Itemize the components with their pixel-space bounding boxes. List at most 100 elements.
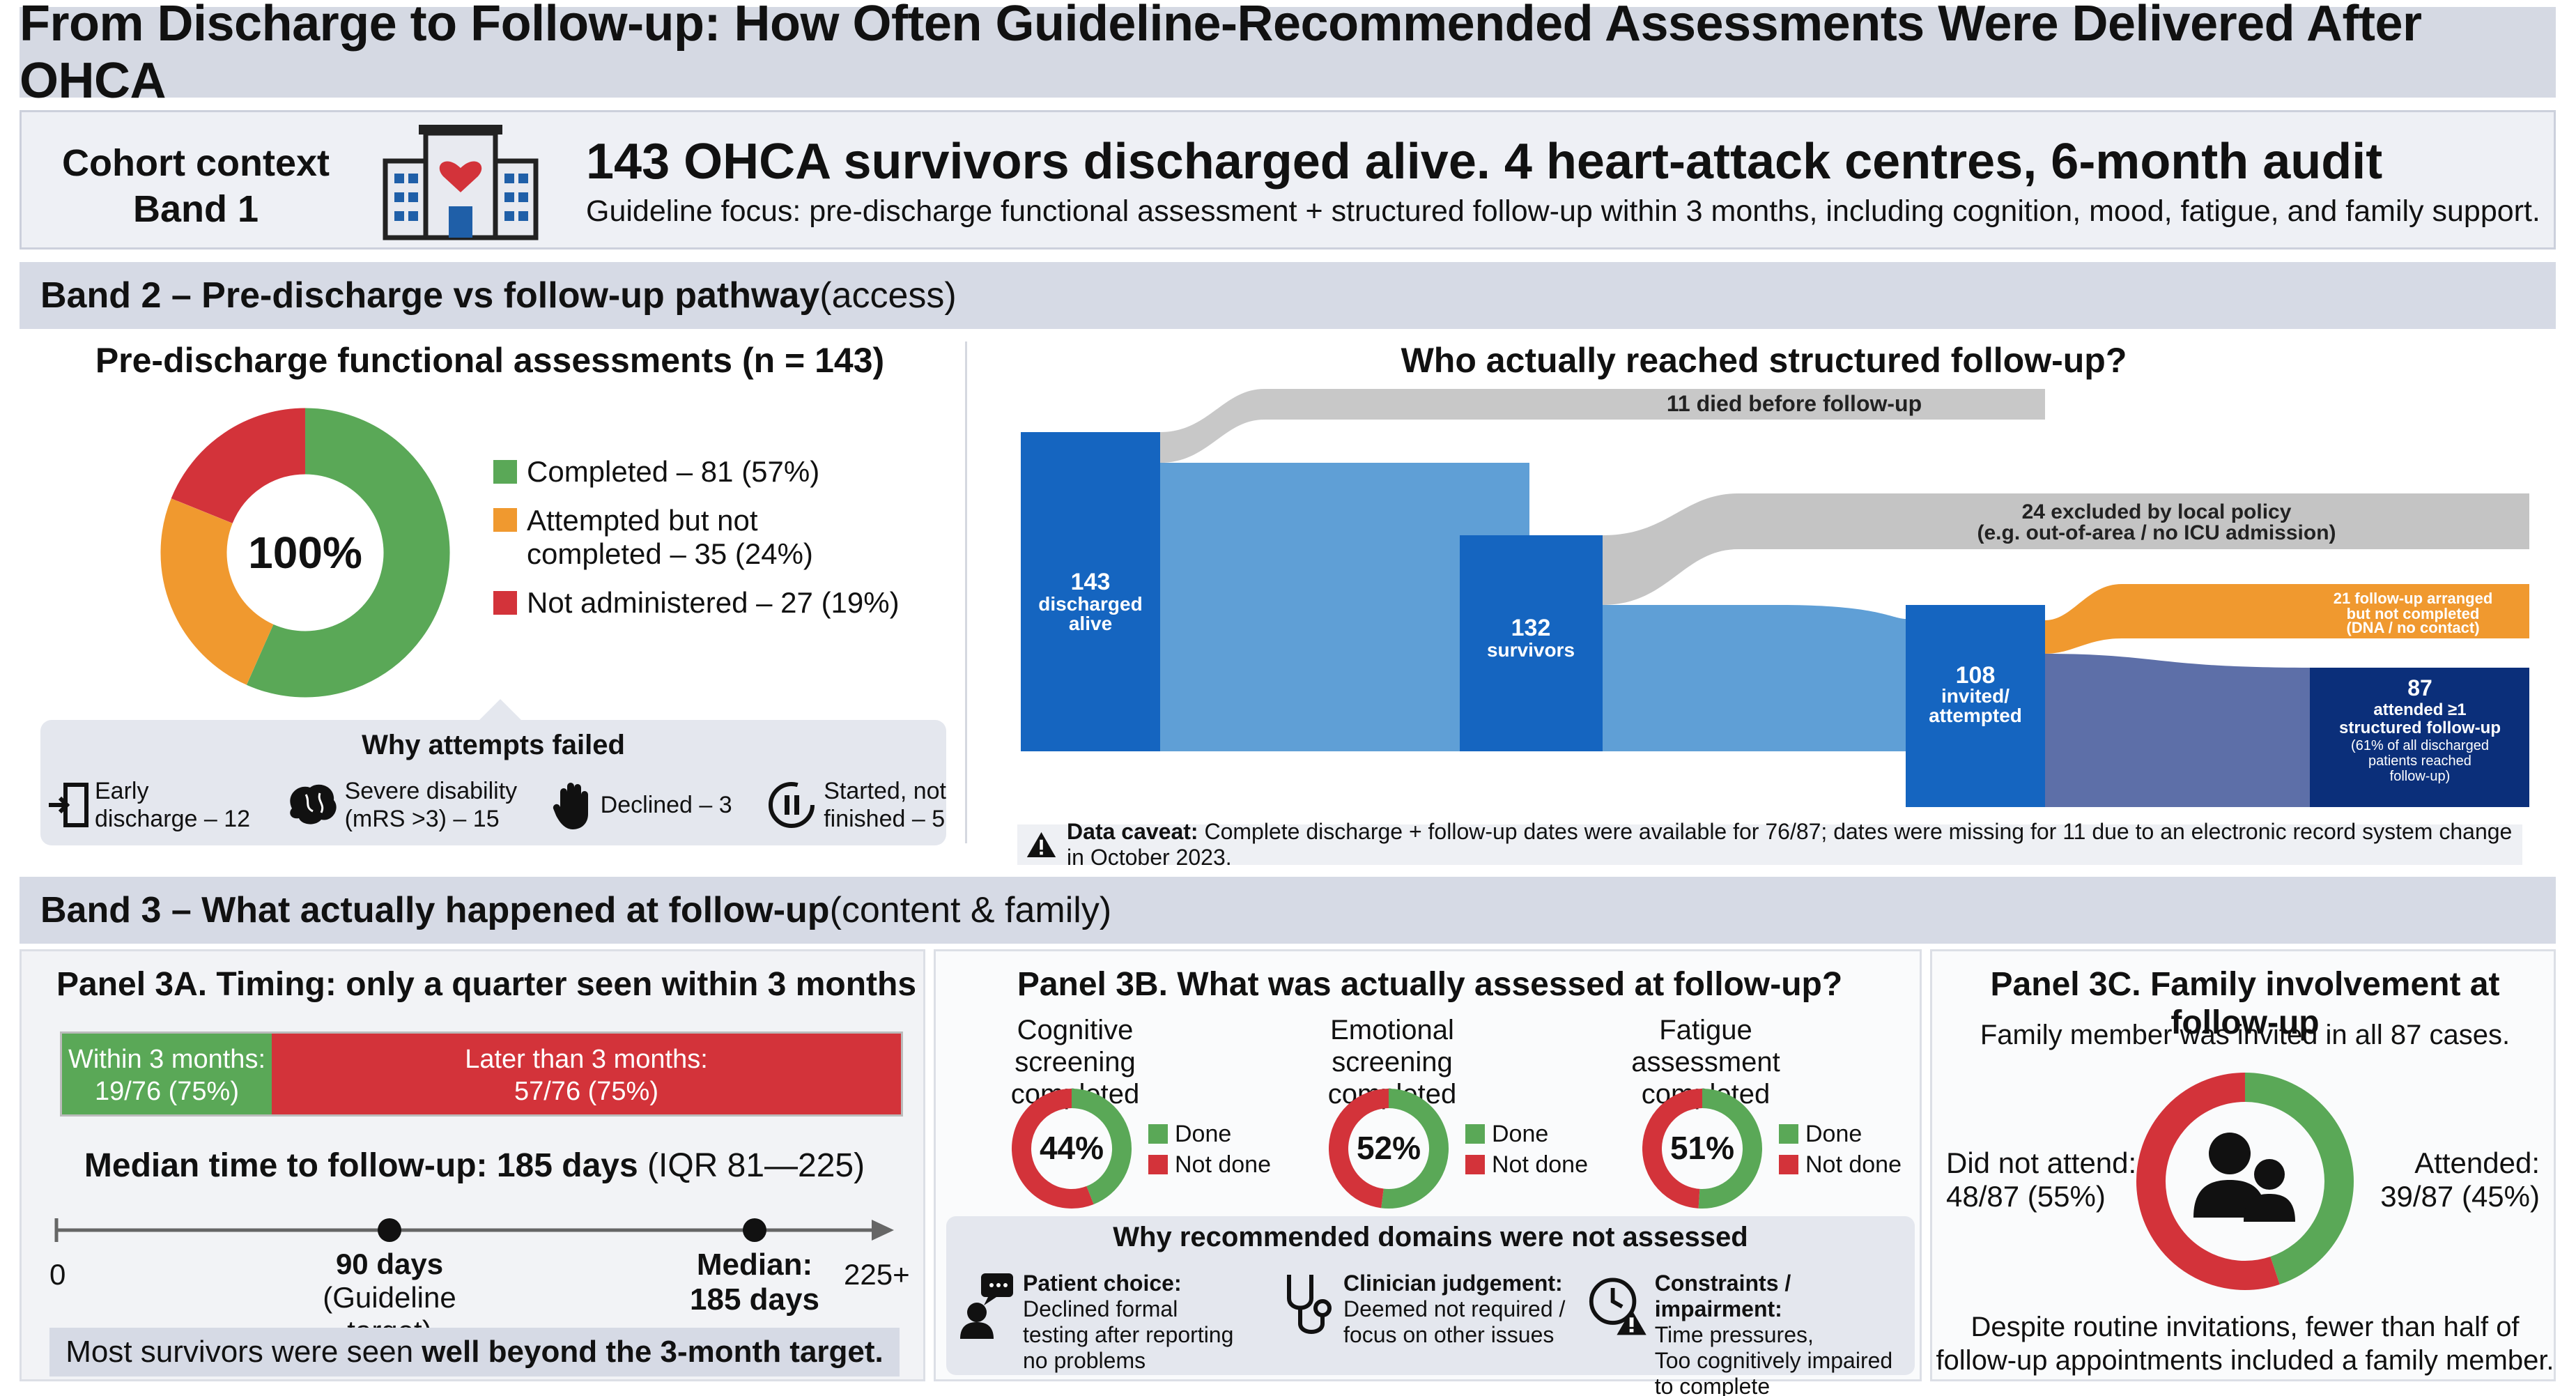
legend-label: Not done: [1492, 1151, 1588, 1178]
donut-slice-not-done: [1012, 1089, 1094, 1209]
node-label: 87: [2407, 675, 2432, 700]
donut-slice-not-done: [1642, 1089, 1703, 1209]
flow-discharged-survivors: [1160, 463, 1529, 751]
cohort-band: Cohort context Band 1 143 OHCA survivors…: [20, 110, 2556, 250]
family-icon: [2193, 1133, 2295, 1222]
note-text: follow-up appointments included a family…: [1936, 1345, 2554, 1376]
panel-3c-note: Despite routine invitations, fewer than …: [1932, 1310, 2558, 1377]
legend-label: Not administered – 27 (19%): [527, 586, 900, 619]
legend-label: Attempted but not: [527, 504, 758, 537]
reason-patient-choice: Patient choice: Declined formal testing af…: [960, 1271, 1233, 1374]
domain-donut-chart: 51%: [1642, 1089, 1762, 1209]
node-label: attempted: [1929, 705, 2022, 726]
legend-item-completed: Completed – 81 (57%): [493, 455, 900, 489]
legend-swatch: [493, 508, 517, 532]
reason-text: to complete: [1654, 1374, 1771, 1396]
node-label: follow-up): [2390, 769, 2451, 784]
band2-divider: [965, 342, 967, 843]
exit-label: (e.g. out-of-area / no ICU admission): [1977, 521, 2336, 544]
person-speech-icon: [960, 1273, 1013, 1339]
domain-donut-legend: Done Not done: [1465, 1119, 1588, 1180]
node-label: survivors: [1487, 639, 1575, 661]
domain-donut-legend: Done Not done: [1779, 1119, 1902, 1180]
caveat-text: Complete discharge + follow-up dates wer…: [1067, 819, 2513, 870]
domain-donut-label: 44%: [1040, 1130, 1104, 1166]
label-text: 48/87 (55%): [1946, 1180, 2106, 1213]
donut-slice-done: [1071, 1089, 1132, 1204]
median-label: Median: 185 days: [650, 1248, 859, 1317]
caveat-label: Data caveat:: [1067, 819, 1198, 844]
axis-end-label: 225+: [844, 1258, 910, 1291]
domain-donut-chart: 44%: [1012, 1089, 1132, 1209]
flow-survivors-invited: [1603, 605, 1906, 751]
segment-label: 19/76 (75%): [94, 1077, 239, 1106]
clock-warning-icon: [1589, 1278, 1646, 1335]
legend-swatch: [1148, 1124, 1168, 1144]
flow-invited-attended: [2045, 654, 2310, 807]
axis-start-label: 0: [49, 1258, 66, 1291]
why-not-assessed-title: Why recommended domains were not assesse…: [1113, 1222, 1748, 1252]
panel-3a-title: Panel 3A. Timing: only a quarter seen wi…: [56, 966, 917, 1003]
exit-label: (DNA / no contact): [2346, 619, 2479, 636]
node-label: 132: [1511, 615, 1551, 641]
legend-swatch: [1779, 1124, 1798, 1144]
panel-3a: Panel 3A. Timing: only a quarter seen wi…: [20, 949, 925, 1381]
segment-label: Later than 3 months:: [465, 1045, 708, 1074]
target-label-days: 90 days: [335, 1248, 444, 1280]
reason-label: finished – 5: [824, 806, 946, 832]
domain-donut-2: Fatigue assessment completed 51% Done Not do…: [1608, 1014, 1908, 1216]
domain-donut-title: Fatigue assessment completed: [1631, 1015, 1780, 1110]
exit-label: but not completed: [2347, 605, 2480, 622]
hand-stop-icon: [553, 783, 588, 829]
exit-label: 11 died before follow-up: [1667, 391, 1922, 416]
timing-bar: Within 3 months: 19/76 (75%) Later than 3…: [60, 1031, 903, 1117]
band3-title: Band 3 – What actually happened at follo…: [40, 890, 830, 930]
legend-item-not-administered: Not administered – 27 (19%): [493, 586, 900, 620]
domain-donut-chart: 52%: [1329, 1089, 1449, 1209]
donut-slice-not-administered: [171, 408, 307, 525]
median-iqr: (IQR 81—225): [638, 1147, 865, 1184]
legend-label: Done: [1492, 1121, 1549, 1147]
band1-label-line1: Cohort context: [62, 142, 330, 184]
donut-slice-did-not-attend: [2136, 1073, 2280, 1290]
node-label: patients reached: [2368, 753, 2471, 769]
segment-label: 57/76 (75%): [514, 1077, 658, 1106]
page-title: From Discharge to Follow-up: How Often G…: [20, 0, 2422, 109]
reason-label: Early: [95, 778, 149, 804]
legend-swatch: [1779, 1155, 1798, 1174]
reason-text: testing after reporting: [1023, 1322, 1234, 1347]
sankey-panel: Who actually reached structured follow-u…: [972, 333, 2556, 870]
donut-slice-done: [1698, 1089, 1762, 1209]
panel-3b: Panel 3B. What was actually assessed at …: [934, 949, 1922, 1396]
legend-item: Done: [1779, 1119, 1902, 1149]
donut-title: Pre-discharge functional assessments (n …: [95, 341, 885, 380]
node-label: invited/: [1941, 685, 2010, 707]
donut-slice-done: [1381, 1089, 1449, 1209]
sankey-chart: 143 discharged alive 132 survivors 108 i…: [1021, 389, 2529, 807]
note-text: Despite routine invitations, fewer than …: [1970, 1312, 2520, 1342]
did-not-attend-label: Did not attend: 48/87 (55%): [1946, 1146, 2136, 1213]
median-label-title: Median:: [696, 1248, 813, 1282]
legend-item: Done: [1465, 1119, 1588, 1149]
why-failed-title: Why attempts failed: [362, 730, 625, 760]
sankey-node-discharged: [1021, 432, 1160, 751]
panel-3b-title: Panel 3B. What was actually assessed at …: [1017, 966, 1843, 1003]
median-marker: [743, 1218, 766, 1242]
reason-started-not-finished: Started, not finished – 5: [766, 777, 946, 833]
band2-header: Band 2 – Pre-discharge vs follow-up path…: [20, 262, 2556, 329]
reason-title: Clinician judgement:: [1343, 1271, 1563, 1296]
reason-title: Patient choice:: [1023, 1271, 1182, 1296]
legend-label: Completed – 81 (57%): [527, 455, 820, 488]
exit-door-icon: [49, 783, 88, 827]
sankey-node-not-completed: [2296, 584, 2529, 638]
note-text: Most survivors were seen: [65, 1335, 422, 1369]
warning-icon: [1026, 831, 1056, 858]
flow-excluded: [1603, 493, 2529, 605]
domain-donut-legend: Done Not done: [1148, 1119, 1271, 1180]
reason-label: Severe disability: [344, 778, 518, 804]
reason-text: Time pressures,: [1654, 1322, 1814, 1347]
legend-item: Done: [1148, 1119, 1271, 1149]
segment-label: Within 3 months:: [68, 1045, 265, 1074]
legend-item: Not done: [1148, 1149, 1271, 1180]
brain-icon: [289, 784, 337, 824]
